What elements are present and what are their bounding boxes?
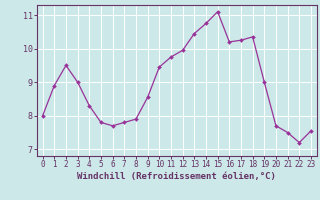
X-axis label: Windchill (Refroidissement éolien,°C): Windchill (Refroidissement éolien,°C) bbox=[77, 172, 276, 181]
